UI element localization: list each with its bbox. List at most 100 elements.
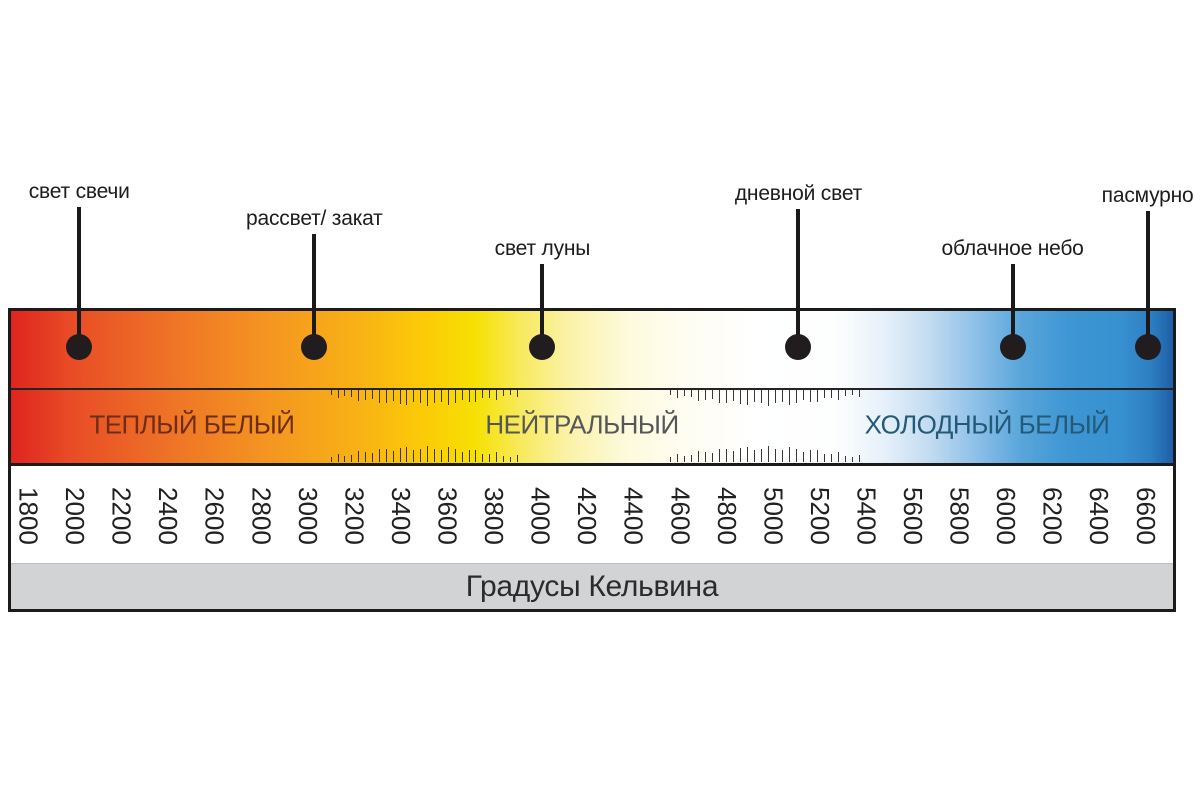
kelvin-tick-label: 3200	[339, 487, 370, 545]
transition-tick	[810, 450, 812, 462]
transition-tick	[712, 390, 714, 399]
kelvin-scale-band: 1800 2000 2200 2400 2600 2800 3000 3200 3400 3600…	[11, 466, 1173, 563]
kelvin-tick-label: 4400	[618, 487, 649, 545]
transition-tick	[817, 450, 819, 462]
transition-tick	[503, 390, 505, 396]
transition-tick	[845, 390, 846, 396]
transition-tick	[810, 390, 812, 402]
transition-tick	[434, 390, 436, 403]
marker-dot	[785, 334, 812, 360]
transition-tick	[677, 390, 679, 398]
transition-tick	[712, 453, 714, 462]
transition-tick	[740, 390, 742, 404]
kelvin-tick-label: 5400	[851, 487, 882, 545]
transition-tick	[392, 451, 394, 462]
transition-tick	[406, 390, 408, 405]
transition-tick	[434, 449, 436, 462]
transition-tick	[754, 450, 756, 462]
transition-tick	[371, 390, 373, 399]
transition-tick	[454, 449, 456, 462]
transition-tick	[782, 450, 784, 462]
transition-tick	[447, 390, 449, 405]
transition-tick	[420, 390, 422, 403]
transition-tick	[399, 448, 401, 462]
transition-tick	[761, 390, 763, 403]
transition-tick	[726, 390, 728, 403]
marker-label: дневной свет	[734, 182, 863, 205]
transition-tick	[440, 390, 442, 402]
transition-tick	[351, 455, 353, 462]
kelvin-tick-label: 5600	[898, 487, 928, 545]
transition-tick	[344, 390, 346, 396]
transition-tick	[406, 447, 408, 462]
transition-tick	[747, 390, 749, 405]
transition-tick	[831, 390, 833, 398]
marker-label: облачное небо	[941, 237, 1084, 260]
kelvin-tick-label: 6400	[1084, 487, 1115, 545]
marker-leader-line	[1145, 211, 1150, 347]
zone-label-neutral: НЕЙТРАЛЬНЫЙ	[485, 409, 679, 440]
transition-tick	[330, 457, 332, 462]
transition-tick	[365, 390, 367, 400]
transition-tick	[691, 390, 693, 397]
zone-label-warm-white: ТЕПЛЫЙ БЕЛЫЙ	[89, 409, 295, 440]
transition-tick	[475, 390, 477, 402]
transition-tick	[461, 390, 463, 400]
transition-tick	[399, 390, 401, 404]
transition-tick	[817, 390, 819, 402]
transition-tick	[768, 390, 770, 406]
kelvin-tick-label: 2600	[199, 487, 230, 545]
transition-tick	[482, 390, 484, 398]
transition-tick	[670, 390, 672, 395]
transition-tick	[358, 451, 360, 462]
marker-leader-line	[77, 207, 82, 347]
transition-tick	[733, 390, 735, 401]
transition-tick	[684, 390, 686, 396]
transition-tick	[371, 453, 373, 462]
transition-tick	[705, 452, 707, 462]
kelvin-tick-label: 4600	[665, 487, 696, 545]
marker-leader-line	[796, 209, 801, 347]
transition-tick	[440, 450, 442, 462]
transition-tick	[509, 390, 511, 395]
kelvin-tick-label: 6600	[1130, 487, 1161, 545]
kelvin-tick-label: 2400	[153, 487, 184, 545]
transition-tick	[358, 390, 360, 401]
marker-label: пасмурно	[1101, 184, 1194, 207]
transition-tick	[796, 449, 798, 462]
transition-tick	[851, 457, 853, 462]
transition-tick	[691, 455, 693, 462]
marker-dot	[66, 334, 93, 360]
transition-tick	[851, 390, 853, 395]
kelvin-tick-label: 3000	[292, 487, 323, 545]
marker-label: рассвет/ закат	[246, 207, 383, 230]
transition-tick	[516, 390, 518, 397]
kelvin-tick-label: 5800	[944, 487, 975, 545]
transition-tick	[482, 454, 484, 462]
transition-tick	[385, 449, 387, 462]
kelvin-tick-label: 5000	[758, 487, 789, 545]
transition-tick	[796, 390, 798, 403]
transition-tick	[330, 390, 332, 395]
transition-tick	[496, 452, 498, 462]
transition-tick	[489, 454, 491, 462]
transition-tick	[413, 390, 415, 402]
marker-label: свет луны	[494, 237, 591, 260]
transition-tick	[845, 456, 846, 462]
transition-tick	[427, 446, 429, 462]
transition-tick	[516, 455, 518, 462]
kelvin-tick-label: 2200	[106, 487, 137, 545]
transition-tick	[698, 451, 700, 462]
bar-divider-line	[11, 388, 1173, 390]
kelvin-tick-label: 4200	[572, 487, 603, 545]
transition-tick	[782, 390, 784, 402]
transition-tick	[858, 390, 860, 397]
transition-tick	[337, 390, 339, 398]
transition-tick	[378, 390, 380, 403]
transition-tick	[461, 452, 463, 462]
transition-tick	[719, 449, 721, 462]
transition-tick	[489, 390, 491, 398]
transition-tick	[351, 390, 353, 397]
